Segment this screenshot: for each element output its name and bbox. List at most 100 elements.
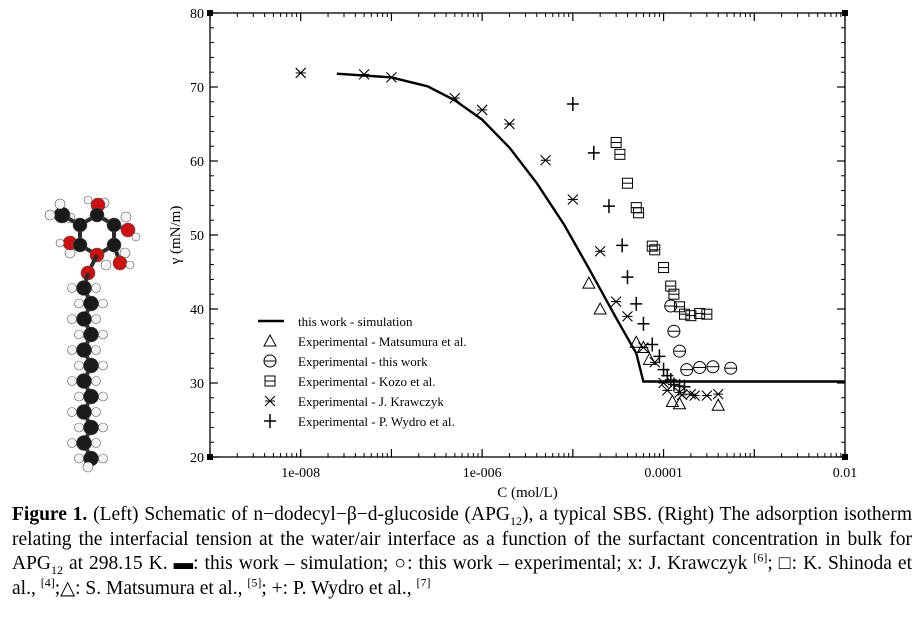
chain-carbon-atom [83,357,99,374]
hydrogen-atom [74,453,84,464]
ring-atom [89,207,105,223]
caption-text-7: : S. Matsumura et al., [75,577,248,599]
ref-5: [5] [247,575,262,589]
hydrogen-atom [125,260,135,270]
hydrogen-atom [83,195,93,205]
series-circle [664,299,738,377]
hydrogen-atom [98,453,108,464]
hydrogen-atom [98,422,108,433]
plus-point [616,238,629,253]
y-tick-label: 60 [190,155,204,170]
legend-triangle-symbol [263,333,277,347]
caption-text-3: at 298.15 K. [63,553,174,574]
hydrogen-atom [67,438,77,448]
chain-carbon-atom [76,373,92,389]
hydrogen-atom [74,391,84,402]
triangle-point [665,394,680,407]
caption-text-4: : this work – simulation; ○: this work –… [193,553,754,574]
chain-carbon-atom [76,404,92,420]
triangle-point [711,398,726,411]
legend-plus-symbol [264,414,276,428]
plus-point [621,270,634,285]
hydrogen-atom [74,422,84,433]
carbon-atom [53,206,71,224]
legend-entry: Experimental - Kozo et al. [298,374,436,389]
ring-atom [106,217,122,233]
plus-point [678,379,691,394]
line-symbol: ▬ [173,553,194,574]
hydrogen-atom [74,360,84,371]
y-tick-label: 50 [190,229,204,244]
oxygen-atom [112,255,128,271]
chain-carbon-atom [76,342,92,358]
ref-4: [4] [40,575,55,589]
hydrogen-atom [91,314,101,324]
y-tick-label: 30 [190,377,204,392]
series-line [336,72,845,383]
legend-entry: Experimental - Matsumura et al. [298,334,467,349]
ring-atom [106,237,122,253]
plus-point [630,296,643,311]
hydrogen-atom [100,259,112,271]
chain-carbon-atom [76,311,92,327]
hydrogen-atom [91,376,101,386]
plus-point [646,337,659,352]
chain-carbon-atom [76,280,92,296]
hydrogen-atom [91,283,101,293]
plus-point [637,316,650,331]
triangle-symbol: △ [60,577,76,599]
chain-carbon-atom [83,326,99,343]
hydrogen-atom [91,438,101,448]
legend-entry: this work - simulation [298,314,413,329]
plus-point [602,199,615,214]
ref-6: [6] [753,550,768,565]
x-tick-label: 0.0001 [644,466,683,481]
x-tick-label: 1e-008 [281,466,320,481]
chain-carbon-atom [83,388,99,405]
triangle-point [642,352,657,365]
ref-7: [7] [416,575,431,589]
hydrogen-atom [74,298,84,309]
hydrogen-atom [91,345,101,355]
figure-label: Figure 1. [12,504,88,525]
apg12-molecule-schematic [44,195,141,473]
simulation-curve [336,72,845,383]
hydrogen-atom [67,314,77,324]
hydrogen-atom [98,298,108,309]
plus-point [566,97,579,112]
caption-text-2: ), a typical SBS. (Right) The adsorption… [12,504,912,574]
hydrogen-atom [54,198,66,210]
ring-atom [72,237,88,253]
y-tick-label: 80 [190,7,204,22]
caption-text-8: ; +: P. Wydro et al., [261,577,417,599]
hydrogen-atom [55,238,65,248]
hydrogen-atom [82,461,94,473]
series-plus [566,97,691,394]
hydrogen-atom [67,283,77,293]
plot-frame [209,12,846,458]
plus-point [587,145,600,160]
y-tick-label: 20 [190,451,204,466]
legend-entry: Experimental - J. Krawczyk [298,394,444,409]
hydrogen-atom [98,391,108,402]
x-tick-label: 0.01 [833,466,858,481]
x-axis-label: C (mol/L) [497,485,557,501]
y-tick-label: 70 [190,81,204,96]
triangle-point [593,301,608,315]
plus-point [653,349,666,364]
hydrogen-atom [131,232,141,242]
triangle-point [672,396,687,410]
hydrogen-atom [98,360,108,371]
plus-point [667,377,680,392]
hydrogen-atom [44,209,56,221]
caption-sub-1: 12 [510,513,523,528]
hydrogen-atom [120,211,132,223]
chain-carbon-atom [83,295,99,312]
caption-text-5: ; □: K. Shinoda et al., [12,553,913,599]
caption-text-6: ; [54,577,61,599]
caption-text-1: (Left) Schematic of n−dodecyl−β−d-glucos… [87,504,511,525]
hydrogen-atom [98,329,108,340]
hydrogen-atom [67,376,77,386]
legend-entry: Experimental - P. Wydro et al. [298,414,455,429]
oxygen-atom [120,222,136,238]
